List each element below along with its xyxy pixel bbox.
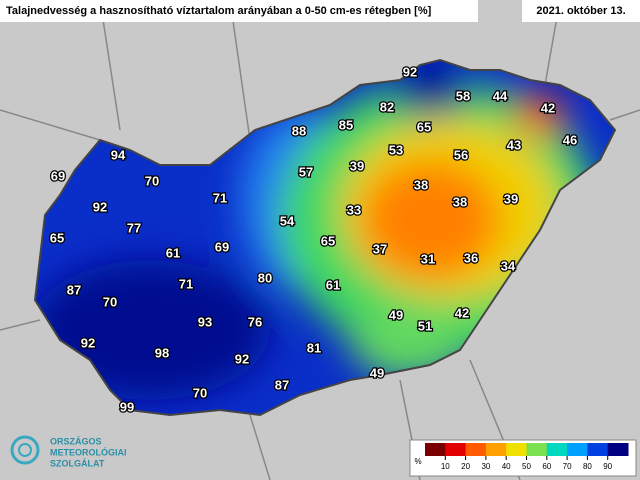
- legend-swatch: [587, 443, 609, 456]
- station-value: 51: [418, 318, 432, 333]
- station-value: 42: [455, 305, 469, 320]
- station-value: 54: [280, 213, 295, 228]
- legend-swatch: [546, 443, 568, 456]
- station-value: 37: [373, 241, 387, 256]
- station-value: 94: [111, 147, 126, 162]
- legend-swatch: [485, 443, 507, 456]
- station-value: 82: [380, 99, 394, 114]
- station-value: 36: [464, 250, 478, 265]
- legend-tick-label: 50: [522, 462, 531, 471]
- logo-text: ORSZÁGOS: [50, 436, 102, 446]
- station-value: 93: [198, 314, 212, 329]
- station-value: 49: [370, 365, 384, 380]
- legend-unit: %: [414, 457, 421, 466]
- station-value: 70: [193, 385, 207, 400]
- station-value: 38: [453, 194, 467, 209]
- station-value: 46: [563, 132, 577, 147]
- station-value: 61: [326, 277, 340, 292]
- station-value: 70: [145, 173, 159, 188]
- station-value: 65: [417, 119, 431, 134]
- legend-swatch: [607, 443, 629, 456]
- legend-tick-label: 60: [542, 462, 551, 471]
- legend-swatch: [425, 443, 446, 456]
- station-value: 38: [414, 177, 428, 192]
- legend-tick-label: 20: [461, 462, 470, 471]
- legend-tick-label: 80: [583, 462, 592, 471]
- legend-tick-label: 40: [502, 462, 511, 471]
- legend-tick-label: 70: [563, 462, 572, 471]
- station-value: 39: [350, 158, 364, 173]
- station-value: 65: [50, 230, 64, 245]
- station-value: 87: [275, 377, 289, 392]
- station-value: 70: [103, 294, 117, 309]
- station-value: 57: [299, 164, 313, 179]
- legend-tick-label: 90: [603, 462, 612, 471]
- station-value: 76: [248, 314, 262, 329]
- station-value: 92: [93, 199, 107, 214]
- station-value: 99: [120, 399, 134, 414]
- station-value: 88: [292, 123, 306, 138]
- station-value: 43: [507, 137, 521, 152]
- station-value: 92: [403, 64, 417, 79]
- station-value: 42: [541, 100, 555, 115]
- logo-text: METEOROLÓGIAI: [50, 446, 127, 457]
- station-value: 85: [339, 117, 353, 132]
- station-value: 69: [215, 239, 229, 254]
- station-value: 58: [456, 88, 470, 103]
- title: Talajnedvesség a hasznosítható víztartal…: [6, 5, 432, 17]
- station-value: 56: [454, 147, 468, 162]
- date: 2021. október 13.: [536, 5, 625, 17]
- station-value: 77: [127, 220, 141, 235]
- station-value: 71: [213, 190, 227, 205]
- station-value: 71: [179, 276, 193, 291]
- station-value: 34: [501, 258, 516, 273]
- station-value: 53: [389, 142, 403, 157]
- legend-tick-label: 30: [481, 462, 490, 471]
- legend-tick-label: 10: [441, 462, 450, 471]
- station-value: 49: [389, 307, 403, 322]
- station-value: 92: [81, 335, 95, 350]
- date-box: [522, 0, 640, 22]
- logo: [10, 435, 40, 465]
- station-value: 61: [166, 245, 180, 260]
- station-value: 98: [155, 345, 169, 360]
- legend-swatch: [567, 443, 588, 456]
- legend-swatch: [445, 443, 467, 456]
- station-value: 44: [493, 88, 508, 103]
- legend-swatch: [506, 443, 527, 456]
- legend-swatch: [465, 443, 487, 456]
- legend-swatch: [526, 443, 548, 456]
- station-value: 39: [504, 191, 518, 206]
- station-value: 69: [51, 168, 65, 183]
- logo-text: SZOLGÁLAT: [50, 458, 105, 468]
- station-value: 92: [235, 351, 249, 366]
- station-value: 81: [307, 340, 321, 355]
- station-value: 31: [421, 251, 435, 266]
- station-value: 33: [347, 202, 361, 217]
- station-value: 87: [67, 282, 81, 297]
- station-value: 80: [258, 270, 272, 285]
- title-box: [0, 0, 478, 22]
- station-value: 65: [321, 233, 335, 248]
